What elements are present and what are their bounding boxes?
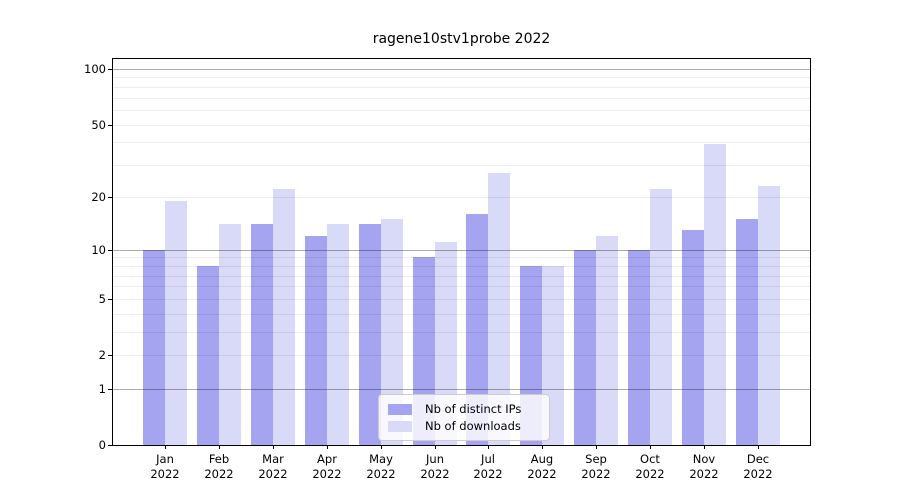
y-tick-label-100: 100 — [84, 62, 106, 76]
gridline-10 — [113, 250, 810, 251]
bar-downloads-apr — [327, 224, 349, 445]
y-tick-label-20: 20 — [91, 190, 106, 204]
x-tick-mark — [704, 445, 705, 449]
legend: Nb of distinct IPs Nb of downloads — [378, 394, 550, 441]
x-tick-label-nov: Nov 2022 — [689, 452, 719, 481]
bar-distinct-ips-apr — [305, 236, 327, 445]
bar-downloads-mar — [273, 189, 295, 445]
bar-distinct-ips-oct — [628, 250, 650, 445]
x-tick-mark — [219, 445, 220, 449]
y-tick-mark — [108, 299, 112, 300]
y-tick-label-10: 10 — [91, 243, 106, 257]
y-tick-mark — [108, 69, 112, 70]
chart-title: ragene10stv1probe 2022 — [372, 31, 551, 47]
x-tick-label-jan: Jan 2022 — [150, 452, 180, 481]
x-tick-label-jun: Jun 2022 — [420, 452, 450, 481]
x-tick-label-dec: Dec 2022 — [743, 452, 773, 481]
y-tick-mark — [108, 355, 112, 356]
plot-area: Nb of distinct IPs Nb of downloads — [112, 58, 811, 446]
gridline-6 — [113, 286, 810, 287]
y-tick-mark — [108, 250, 112, 251]
gridline-50 — [113, 125, 810, 126]
bar-downloads-feb — [219, 224, 241, 445]
gridline-60 — [113, 110, 810, 111]
y-tick-label-5: 5 — [98, 292, 106, 306]
bar-downloads-may — [381, 219, 403, 445]
grid-layer — [113, 59, 810, 445]
legend-entry-distinct-ips: Nb of distinct IPs — [388, 401, 540, 417]
x-tick-label-oct: Oct 2022 — [635, 452, 665, 481]
gridline-7 — [113, 276, 810, 277]
x-tick-mark — [165, 445, 166, 449]
y-tick-label-0: 0 — [98, 438, 106, 452]
gridline-100 — [113, 69, 810, 70]
bar-downloads-jan — [165, 201, 187, 445]
bar-downloads-dec — [758, 186, 780, 445]
x-tick-label-mar: Mar 2022 — [258, 452, 288, 481]
gridline-70 — [113, 98, 810, 99]
bar-distinct-ips-jan — [143, 250, 165, 445]
gridline-8 — [113, 266, 810, 267]
y-tick-label-50: 50 — [91, 118, 106, 132]
x-tick-label-feb: Feb 2022 — [204, 452, 234, 481]
x-tick-label-jul: Jul 2022 — [473, 452, 503, 481]
legend-label-distinct-ips: Nb of distinct IPs — [425, 402, 522, 416]
bar-distinct-ips-nov — [682, 230, 704, 445]
gridline-2 — [113, 355, 810, 356]
y-tick-mark — [108, 445, 112, 446]
gridline-9 — [113, 257, 810, 258]
gridline-5 — [113, 299, 810, 300]
x-tick-mark — [488, 445, 489, 449]
bar-downloads-nov — [704, 144, 726, 445]
bar-distinct-ips-may — [359, 224, 381, 445]
bar-distinct-ips-sep — [574, 250, 596, 445]
bar-distinct-ips-mar — [251, 224, 273, 445]
x-tick-label-sep: Sep 2022 — [581, 452, 611, 481]
legend-swatch-downloads — [388, 420, 412, 432]
bar-downloads-oct — [650, 189, 672, 445]
bar-distinct-ips-feb — [197, 266, 219, 445]
x-tick-mark — [596, 445, 597, 449]
x-tick-mark — [381, 445, 382, 449]
x-tick-label-apr: Apr 2022 — [312, 452, 342, 481]
x-tick-mark — [435, 445, 436, 449]
x-tick-mark — [542, 445, 543, 449]
x-tick-label-aug: Aug 2022 — [527, 452, 557, 481]
gridline-3 — [113, 332, 810, 333]
gridline-90 — [113, 77, 810, 78]
y-tick-mark — [108, 389, 112, 390]
legend-entry-downloads: Nb of downloads — [388, 418, 540, 434]
x-tick-mark — [273, 445, 274, 449]
legend-label-downloads: Nb of downloads — [425, 419, 521, 433]
bar-downloads-sep — [596, 236, 618, 445]
gridline-80 — [113, 87, 810, 88]
gridline-30 — [113, 165, 810, 166]
x-tick-mark — [758, 445, 759, 449]
x-tick-mark — [327, 445, 328, 449]
gridline-20 — [113, 197, 810, 198]
legend-swatch-distinct-ips — [388, 403, 412, 415]
x-tick-mark — [650, 445, 651, 449]
bar-downloads-jul — [488, 173, 510, 445]
y-tick-label-1: 1 — [98, 382, 106, 396]
gridline-40 — [113, 142, 810, 143]
gridline-1 — [113, 389, 810, 390]
x-tick-label-may: May 2022 — [366, 452, 396, 481]
bar-distinct-ips-dec — [736, 219, 758, 445]
y-tick-mark — [108, 197, 112, 198]
bar-distinct-ips-jul — [466, 214, 488, 445]
y-tick-mark — [108, 125, 112, 126]
y-tick-label-2: 2 — [98, 348, 106, 362]
gridline-4 — [113, 314, 810, 315]
